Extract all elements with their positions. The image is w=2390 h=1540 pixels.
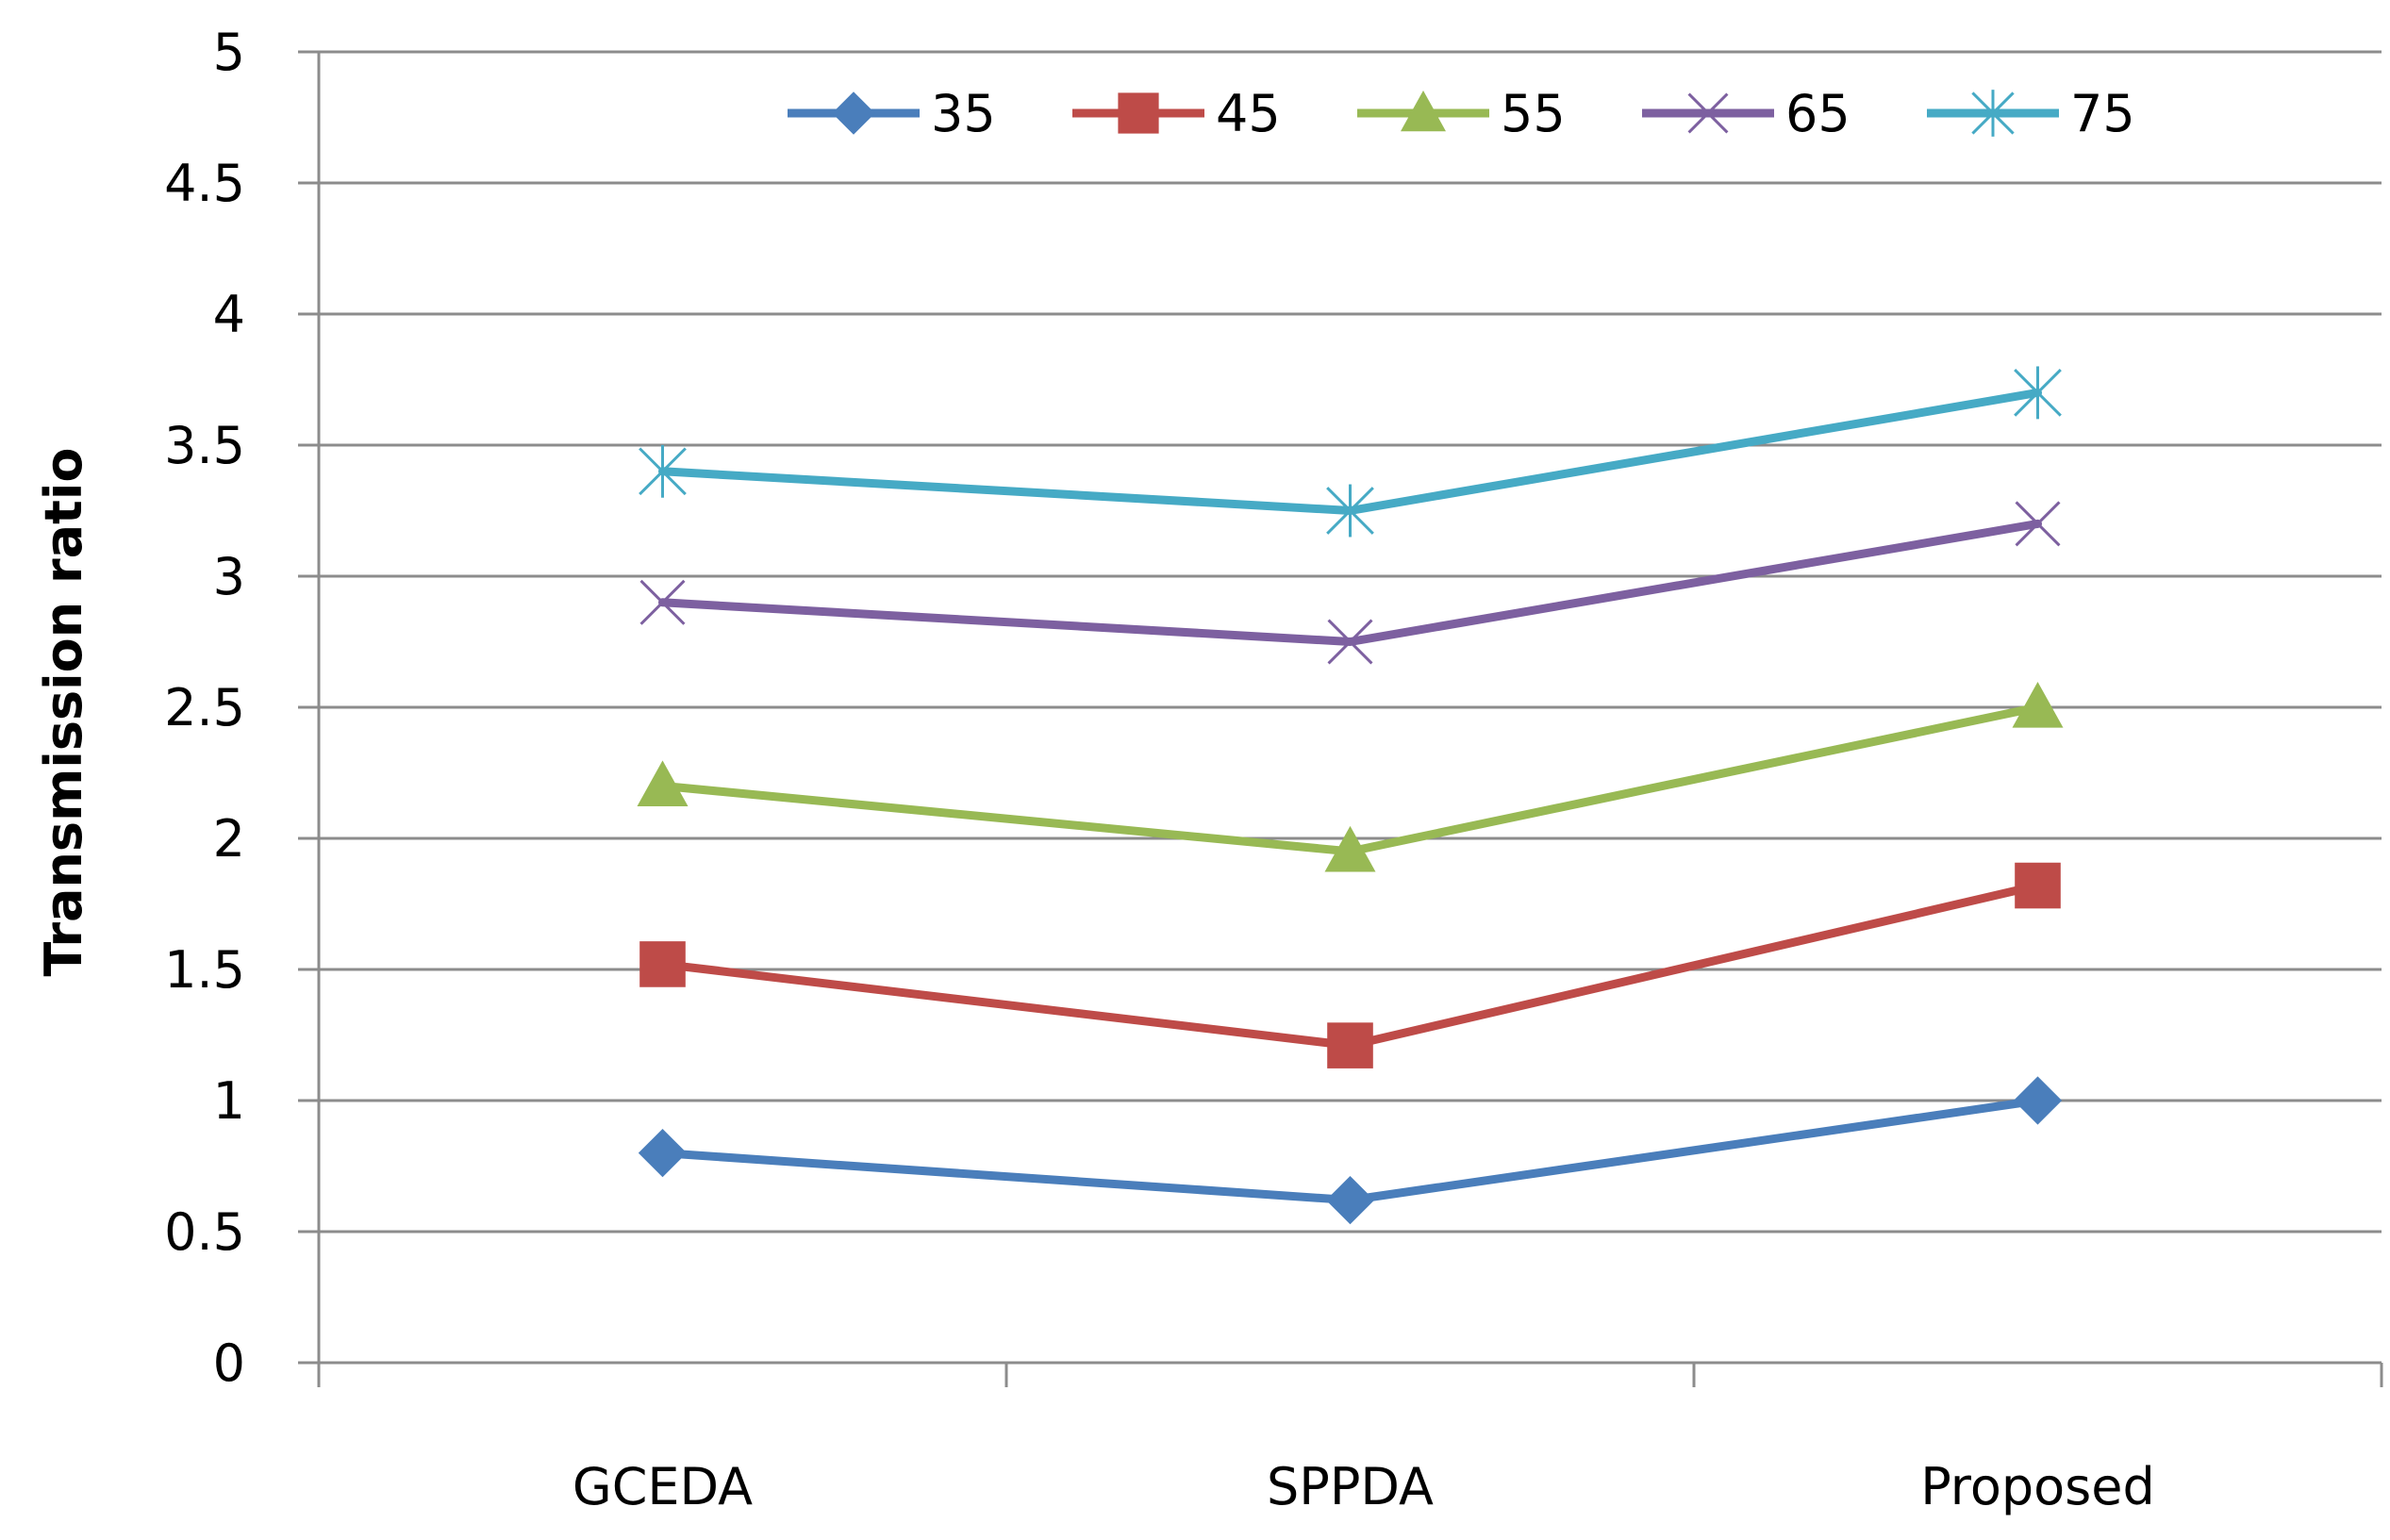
legend-label: 65 <box>1785 84 1851 143</box>
series-65 <box>639 501 2061 665</box>
data-point-45-sppda <box>1327 1022 1373 1068</box>
marker-stroke <box>1327 619 1373 665</box>
legend-marker <box>1401 91 1446 132</box>
data-point-75-gceda <box>639 444 687 498</box>
x-category-label: Proposed <box>1920 1457 2155 1516</box>
legend-item-35: 35 <box>788 84 996 143</box>
legend-item-45: 45 <box>1072 84 1281 143</box>
y-tick-label: 1 <box>213 1071 245 1131</box>
legend: 35 45 55 65 75 <box>788 84 2135 143</box>
legend-item-75: 75 <box>1927 84 2135 143</box>
series-line-45 <box>658 881 2042 1051</box>
y-tick-label: 1.5 <box>164 940 245 1000</box>
legend-item-65: 65 <box>1642 84 1851 143</box>
legend-marker <box>1971 90 2015 137</box>
data-point-55-sppda <box>1324 825 1376 872</box>
y-axis-title: Transmission ratio <box>34 448 93 977</box>
data-series <box>637 366 2064 1225</box>
data-point-35-gceda <box>638 1128 688 1178</box>
data-point-35-proposed <box>2013 1076 2063 1125</box>
y-tick-label: 0.5 <box>164 1202 245 1262</box>
legend-label: 75 <box>2070 84 2135 143</box>
x-category-label: GCEDA <box>573 1457 753 1516</box>
data-point-45-proposed <box>2015 862 2061 909</box>
marker-stroke <box>2015 501 2061 547</box>
data-point-55-proposed <box>2012 682 2064 728</box>
y-tick-labels: 0 0.5 1 1.5 2 2.5 3 3.5 4 4.5 5 <box>164 23 245 1393</box>
x-category-label: SPPDA <box>1267 1457 1434 1516</box>
legend-label: 45 <box>1216 84 1281 143</box>
y-tick-label: 2.5 <box>164 678 245 737</box>
data-point-65-sppda <box>1327 619 1373 665</box>
x-category-labels: GCEDA SPPDA Proposed <box>573 1457 2155 1516</box>
legend-label: 35 <box>931 84 996 143</box>
y-tick-label: 2 <box>213 809 245 869</box>
series-75 <box>639 366 2062 538</box>
y-tick-label: 4 <box>213 285 245 344</box>
series-45 <box>639 862 2061 1068</box>
marker-stroke <box>639 579 686 625</box>
series-35 <box>638 1076 2063 1225</box>
y-tick-label: 5 <box>213 23 245 82</box>
legend-item-55: 55 <box>1357 84 1566 143</box>
y-tick-label: 0 <box>213 1333 245 1393</box>
data-point-45-gceda <box>639 941 686 987</box>
data-point-35-sppda <box>1325 1175 1375 1225</box>
axes <box>298 50 2383 1387</box>
data-point-55-gceda <box>637 760 689 806</box>
series-55 <box>637 682 2064 872</box>
legend-marker <box>832 91 875 135</box>
series-line-65 <box>658 519 2042 646</box>
legend-label: 55 <box>1501 84 1566 143</box>
y-tick-label: 3 <box>213 547 245 606</box>
data-point-65-gceda <box>639 579 686 625</box>
data-point-75-sppda <box>1326 484 1374 538</box>
legend-marker <box>1118 92 1159 134</box>
marker-stroke <box>1687 92 1729 134</box>
y-tick-label: 4.5 <box>164 154 245 213</box>
y-tick-label: 3.5 <box>164 416 245 475</box>
legend-marker <box>1687 92 1729 134</box>
data-point-65-proposed <box>2015 501 2061 547</box>
data-point-75-proposed <box>2014 366 2062 420</box>
